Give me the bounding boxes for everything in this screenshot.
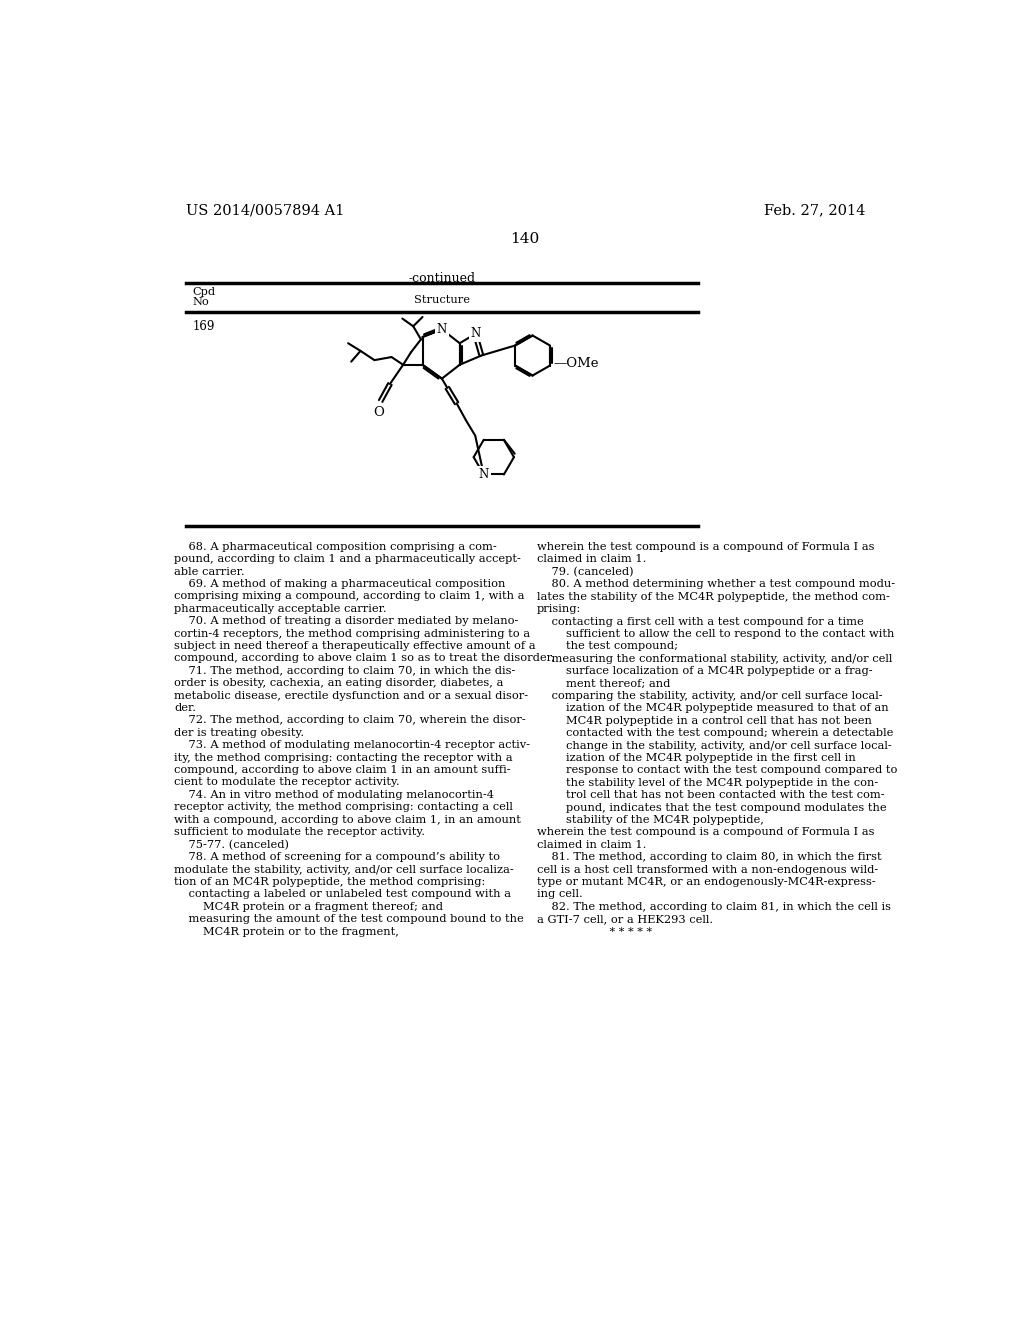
Text: Feb. 27, 2014: Feb. 27, 2014	[765, 203, 866, 216]
Text: wherein the test compound is a compound of Formula I as
claimed in claim 1.
    : wherein the test compound is a compound …	[538, 543, 898, 937]
Text: N: N	[437, 323, 447, 335]
Text: N: N	[478, 469, 488, 480]
Text: 140: 140	[510, 232, 540, 247]
Text: O: O	[374, 405, 385, 418]
Text: 68. A pharmaceutical composition comprising a com-
pound, according to claim 1 a: 68. A pharmaceutical composition compris…	[174, 543, 555, 937]
Text: 169: 169	[193, 321, 215, 333]
Text: -continued: -continued	[409, 272, 475, 285]
Text: No: No	[193, 297, 209, 308]
Text: Cpd: Cpd	[193, 286, 215, 297]
Text: US 2014/0057894 A1: US 2014/0057894 A1	[186, 203, 344, 216]
Text: —OMe: —OMe	[553, 358, 599, 371]
Text: N: N	[471, 326, 481, 339]
Text: Structure: Structure	[414, 296, 470, 305]
